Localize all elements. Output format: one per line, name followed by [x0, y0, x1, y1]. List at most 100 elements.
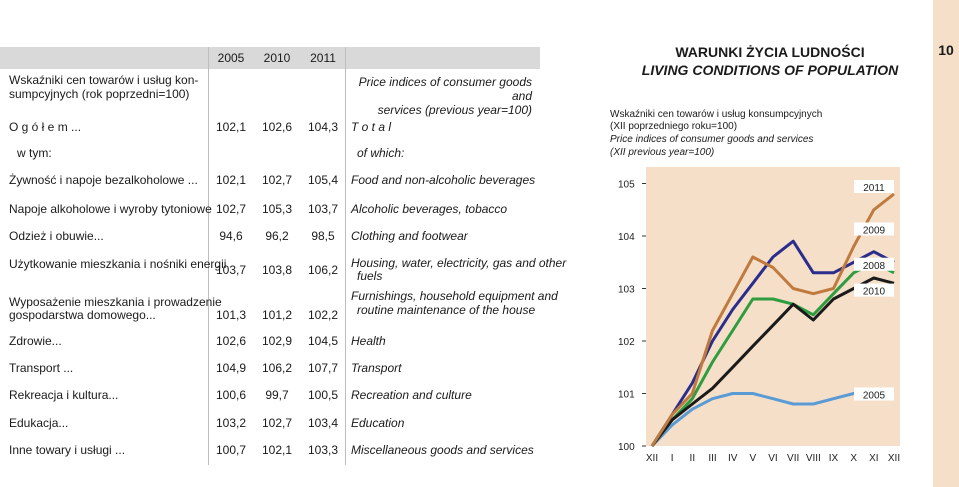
x-tick-label: III: [708, 453, 716, 464]
row-label-en: Furnishings, household equipment and: [351, 289, 558, 303]
value-cell-2005: 94,6: [219, 229, 243, 243]
row-label-pl: Edukacja...: [9, 416, 69, 430]
value-cell-2005: 101,3: [215, 308, 247, 322]
row-label-pl: Napoje alkoholowe i wyroby tytoniowe: [9, 202, 212, 216]
row-label-en: Recreation and culture: [351, 388, 472, 402]
x-tick-label: X: [850, 453, 857, 464]
series-label-box: [854, 283, 894, 297]
section-title-en: LIVING CONDITIONS OF POPULATION: [641, 62, 899, 78]
value-cell-2011: 103,7: [307, 202, 339, 216]
row-label-pl: Wyposażenie mieszkania i prowadzenie: [9, 295, 222, 309]
value-cell-2010: 102,6: [261, 120, 293, 134]
x-tick-label: XII: [646, 453, 658, 464]
value-cell-2010: 99,7: [265, 388, 289, 402]
x-tick-label: VII: [787, 453, 799, 464]
row-label-pl: w tym:: [17, 146, 52, 160]
value-cell-2005: 102,7: [215, 202, 247, 216]
value-cell-2011: 104,3: [307, 120, 339, 134]
column-divider: [208, 47, 209, 465]
y-tick-label: 104: [618, 232, 635, 243]
value-cell-2010: 102,9: [261, 334, 293, 348]
value-cell-2010: 105,3: [261, 202, 293, 216]
value-cell-2005: 103,7: [215, 263, 247, 277]
row-label-en: of which:: [357, 146, 405, 160]
table-title-pl: Wskaźniki cen towarów i usług kon- sumpc…: [9, 73, 198, 101]
row-label-en: Food and non-alcoholic beverages: [351, 173, 536, 187]
row-label-pl: Zdrowie...: [9, 334, 62, 348]
series-line-2011: [650, 192, 895, 447]
year-header-2010: 2010: [263, 51, 291, 65]
x-tick-label: V: [749, 453, 756, 464]
section-title-pl: WARUNKI ŻYCIA LUDNOŚCI: [675, 44, 865, 60]
value-cell-2011: 103,3: [307, 443, 339, 457]
value-cell-2010: 102,7: [261, 173, 293, 187]
price-index-table: 2005 2010 2011 Wskaźniki cen towarów i u…: [0, 47, 566, 465]
chart-caption-en-line1: Price indices of consumer goods and serv…: [610, 134, 814, 145]
row-label-en: Education: [351, 416, 405, 430]
row-label-pl: Odzież i obuwie...: [9, 229, 104, 243]
row-label-pl-cont: gospodarstwa domowego...: [9, 308, 156, 322]
value-cell-2005: 104,9: [215, 361, 247, 375]
page-number: 10: [938, 42, 954, 58]
row-label-pl: Transport ...: [9, 361, 74, 375]
x-tick-label: IV: [728, 453, 738, 464]
y-tick-label: 103: [618, 285, 635, 296]
x-tick-label: II: [690, 453, 696, 464]
x-tick-label: XI: [869, 453, 878, 464]
chart-caption-en-line2: (XII previous year=100): [610, 147, 715, 158]
row-label-en: Health: [351, 334, 386, 348]
row-label-pl: O g ó ł e m ...: [9, 120, 82, 134]
series-label-2010: 2010: [863, 287, 886, 298]
series-label-box: [854, 257, 894, 271]
x-tick-label: XII: [888, 453, 900, 464]
side-tab: [933, 0, 959, 487]
series-label-2005: 2005: [863, 391, 886, 402]
value-cell-2010: 106,2: [261, 361, 293, 375]
value-cell-2011: 103,4: [307, 416, 339, 430]
value-cell-2005: 102,1: [215, 173, 247, 187]
table-title-en: Price indices of consumer goods and serv…: [352, 75, 532, 117]
row-label-en: Miscellaneous goods and services: [351, 443, 534, 457]
table-header-band: [0, 47, 540, 69]
x-tick-label: I: [671, 453, 674, 464]
value-cell-2011: 102,2: [307, 308, 339, 322]
table-title-pl-line1: Wskaźniki cen towarów i usług kon-: [9, 73, 199, 87]
value-cell-2011: 107,7: [307, 361, 339, 375]
chart-caption-pl-line1: Wskaźniki cen towarów i usług konsumpcyj…: [610, 109, 823, 120]
row-label-en: Housing, water, electricity, gas and oth…: [351, 256, 567, 270]
row-label-en: Transport: [351, 361, 402, 375]
row-label-pl: Rekreacja i kultura...: [9, 388, 119, 402]
row-label-en-cont: fuels: [357, 269, 383, 283]
value-cell-2005: 100,7: [215, 443, 247, 457]
series-label-2011: 2011: [863, 183, 885, 194]
series-line-2005: [650, 392, 894, 448]
value-cell-2011: 98,5: [311, 229, 335, 243]
value-cell-2005: 102,1: [215, 120, 247, 134]
y-tick-label: 100: [618, 442, 635, 453]
value-cell-2005: 102,6: [215, 334, 247, 348]
value-cell-2011: 106,2: [307, 263, 339, 277]
value-cell-2005: 103,2: [215, 416, 247, 430]
year-header-2011: 2011: [310, 51, 336, 65]
series-label-box: [854, 180, 894, 193]
table-title-en-line1: Price indices of consumer goods and: [358, 75, 532, 103]
value-cell-2011: 104,5: [307, 334, 339, 348]
chart-caption-pl-line2: (XII poprzedniego roku=100): [610, 121, 738, 132]
x-tick-label: VIII: [806, 453, 821, 464]
table-title-pl-line2: sumpcyjnych (rok poprzedni=100): [9, 87, 190, 101]
series-label-2008: 2008: [863, 261, 886, 272]
series-label-2009: 2009: [863, 226, 886, 237]
series-line-2008: [650, 260, 895, 447]
value-cell-2005: 100,6: [215, 388, 247, 402]
x-tick-label: VI: [768, 453, 777, 464]
value-cell-2010: 101,2: [261, 308, 293, 322]
row-label-en: T o t a l: [351, 120, 392, 134]
table-title-en-line2: services (previous year=100): [377, 103, 532, 117]
row-label-en-cont: routine maintenance of the house: [357, 303, 536, 317]
y-tick-label: 102: [618, 337, 635, 348]
row-label-pl: Użytkowanie mieszkania i nośniki energii: [9, 257, 227, 271]
series-line-2010: [650, 276, 895, 447]
value-cell-2010: 103,8: [261, 263, 293, 277]
column-divider: [345, 47, 346, 465]
